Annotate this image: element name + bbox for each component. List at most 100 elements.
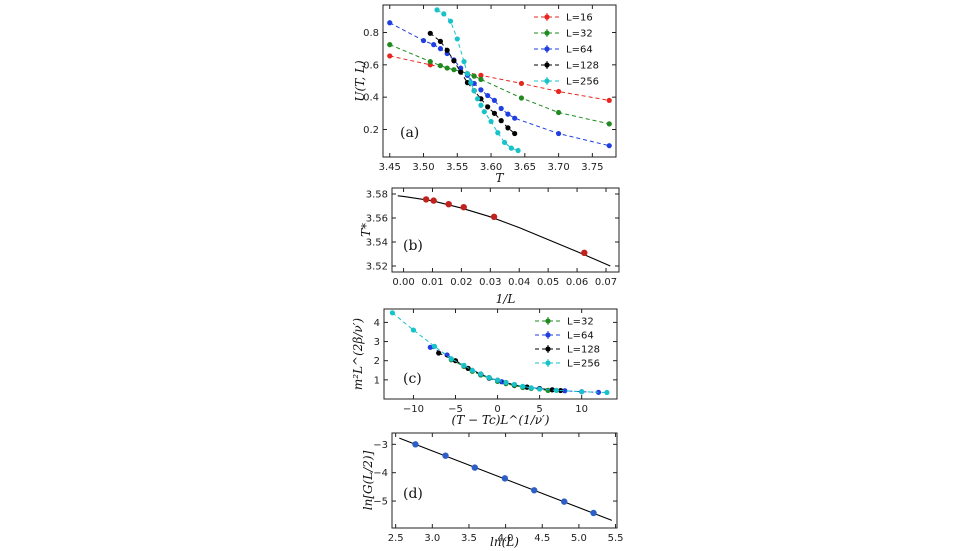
data-point [478,76,484,82]
data-point [503,379,509,386]
data-point [553,387,560,393]
data-point [387,20,393,26]
x-tick-label: 0.05 [537,277,559,288]
x-tick-label: 5.0 [571,533,587,544]
x-axis-label: 1/L [496,292,516,306]
data-point [448,356,454,362]
x-tick-label: 2.5 [388,533,404,544]
data-point [494,377,501,383]
data-point [581,249,588,256]
legend-marker [545,360,551,366]
data-point [537,386,543,392]
data-point [442,452,449,459]
data-point [512,115,518,121]
data-point [444,65,450,71]
data-point [499,379,505,385]
data-point [427,58,433,65]
data-point [606,143,612,149]
y-tick-label: 0.8 [363,28,379,39]
x-tick-label: 3.45 [379,162,401,173]
data-point [427,30,433,36]
legend-label: L=256 [567,359,600,370]
legend-label: L=32 [567,317,594,328]
x-tick-label: 0.02 [450,277,472,288]
data-point [389,310,396,316]
series-line [389,44,610,125]
data-point [561,498,568,505]
data-point [447,18,454,24]
legend-marker [544,62,550,68]
legend-marker [545,332,551,338]
data-point [471,88,477,94]
data-point [485,92,491,99]
x-tick-label: 3.60 [480,162,502,173]
data-point [555,109,562,116]
panel-label: (b) [403,238,423,254]
x-tick-label: 5.5 [608,533,624,544]
x-tick-label: 4.5 [534,533,550,544]
data-point [461,58,467,65]
data-point [478,102,484,108]
data-point [604,389,610,396]
x-axis-label: (T − Tc)L^(1/ν′) [452,413,550,427]
data-point [520,383,526,389]
data-point [458,65,464,71]
data-point [478,87,484,93]
legend-label: L=64 [566,45,593,56]
y-tick-label: 3.56 [366,214,388,225]
legend-label: L=128 [567,345,600,356]
x-axis-label: ln(L) [490,535,519,549]
data-point [441,11,447,17]
y-axis-label: U(T, L) [353,60,367,102]
y-axis-label: m²L^(2β/ν′) [351,318,365,391]
data-point [422,196,430,203]
data-point [434,7,440,13]
x-tick-label: 10 [575,404,588,415]
data-point [458,69,464,75]
data-point [555,88,562,95]
data-point [471,464,479,471]
data-point [481,109,487,115]
y-tick-label: 1 [374,375,380,386]
legend-label: L=16 [566,13,593,24]
panel-a: 3.45 3.50 3.55 3.60 3.65 3.70 3.75 0.2 0.4 0.6 0.8… [353,4,617,185]
y-tick-label: 0.6 [363,60,379,71]
x-tick-label: 0.03 [479,277,501,288]
x-tick-label: 0.06 [566,277,588,288]
legend-marker [545,318,551,324]
x-axis-label: T [495,171,504,185]
x-tick-label: 0 [494,404,500,415]
data-point [445,201,452,208]
legend-label: L=64 [567,331,594,342]
data-point [590,509,597,517]
data-point [464,71,471,77]
data-point [498,105,504,112]
data-point [427,344,433,350]
data-point [387,53,393,59]
x-tick-label: 4.0 [498,533,514,544]
plot-frame [391,187,620,273]
data-point [451,58,457,64]
data-point [498,118,504,124]
x-tick-label: 3.65 [514,162,536,173]
x-tick-label: 3.55 [446,162,468,173]
plot-frame [383,308,618,400]
data-point [555,130,562,137]
data-point [505,111,511,117]
data-point [501,475,509,482]
data-point [528,385,534,391]
data-point [387,42,393,48]
y-tick-label: 2 [374,356,380,367]
x-tick-label: 3.70 [547,162,569,173]
panel-d: 2.5 3.0 3.5 4.0 4.5 5.0 5.5 −3 −4 −5 ln(L) ln[G(L/2… [361,432,624,549]
data-point [512,130,518,137]
legend-marker [544,78,550,84]
plot-frame [382,4,617,158]
fit-line [397,195,611,267]
legend-marker [545,346,551,352]
data-point [437,38,444,44]
legend-marker [544,14,550,20]
panel-c: −10 −5 0 5 10 1 2 3 4 (T − Tc)L^(1/ν′) m²L^(2β/ν′)… [351,308,618,427]
data-point [430,197,437,204]
data-point [410,327,417,333]
